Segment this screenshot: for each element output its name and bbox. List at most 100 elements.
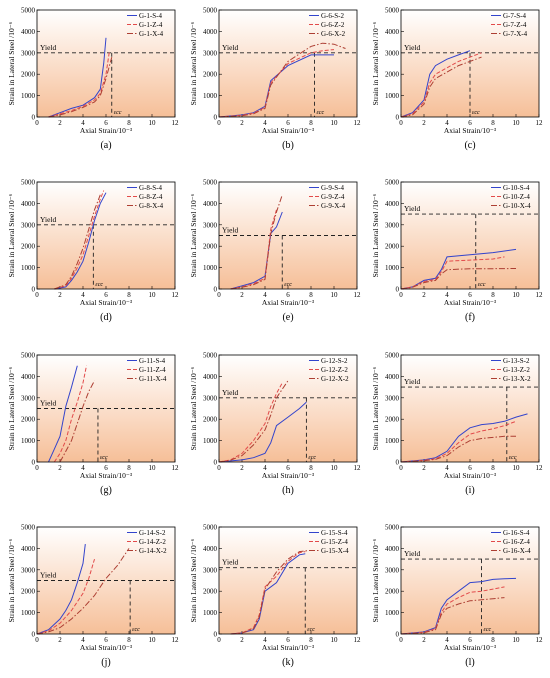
y-tick-label: 1000 — [385, 437, 400, 445]
plot-frame — [400, 354, 540, 463]
x-tick-label: 12 — [536, 464, 544, 472]
y-tick-label: 0 — [32, 286, 36, 294]
legend-label: G-7-S-4 — [503, 12, 526, 20]
y-tick-label: 5000 — [21, 524, 36, 532]
panel-caption: (d) — [100, 312, 112, 323]
chart-panel: 0 1000 2000 3000 4000 5000 0 2 4 6 8 10 12 Axial Stra… — [189, 352, 361, 497]
x-tick-label: 6 — [286, 464, 290, 472]
y-tick-label: 3000 — [21, 394, 36, 402]
y-tick-label: 2000 — [21, 416, 36, 424]
ecc-label: εcc — [100, 455, 108, 461]
yield-label: Yield — [222, 226, 238, 235]
series-line — [400, 577, 517, 635]
x-tick-label: 10 — [331, 464, 339, 472]
y-axis-label: Strain in Lateral Steel /10⁻⁶ — [371, 366, 380, 450]
legend-label: G-16-Z-4 — [503, 538, 530, 546]
chart-panel: 0 1000 2000 3000 4000 5000 0 2 4 6 8 10 12 Axial Stra… — [371, 7, 543, 152]
y-tick-label: 2000 — [21, 71, 36, 79]
x-tick-label: 2 — [240, 464, 244, 472]
y-axis-label: Strain in Lateral Steel /10⁻⁶ — [189, 366, 198, 450]
legend-label: G-8-S-4 — [139, 184, 162, 192]
plot-background — [37, 10, 175, 117]
series-line — [230, 194, 283, 290]
x-tick-label: 12 — [172, 119, 180, 127]
panel-caption: (i) — [465, 485, 474, 496]
y-tick-label: 4000 — [21, 28, 36, 36]
x-tick-label: 2 — [422, 291, 426, 299]
series-line — [230, 209, 277, 290]
x-tick-label: 12 — [172, 291, 180, 299]
ecc-label: εcc — [308, 455, 316, 461]
y-tick-label: 5000 — [385, 7, 400, 15]
legend-label: G-13-X-2 — [503, 375, 531, 383]
x-tick-label: 6 — [286, 119, 290, 127]
x-tick-label: 10 — [331, 291, 339, 299]
x-tick-label: 2 — [422, 119, 426, 127]
y-tick-label: 0 — [32, 114, 36, 122]
y-tick-label: 2000 — [385, 416, 400, 424]
y-tick-label: 0 — [214, 114, 218, 122]
x-tick-label: 10 — [513, 636, 521, 644]
y-axis-label: Strain in Lateral Steel /10⁻⁶ — [371, 538, 380, 622]
x-tick-label: 0 — [399, 291, 403, 299]
x-tick-label: 8 — [491, 636, 495, 644]
legend-label: G-10-X-4 — [503, 202, 531, 210]
y-tick-label: 4000 — [385, 373, 400, 381]
plot-frame — [218, 354, 358, 463]
y-tick-label: 3000 — [385, 394, 400, 402]
y-tick-label: 0 — [32, 459, 36, 467]
x-tick-label: 6 — [104, 119, 108, 127]
x-tick-label: 8 — [309, 291, 313, 299]
legend-label: G-16-X-4 — [503, 547, 531, 555]
plot-frame — [36, 354, 176, 463]
x-tick-label: 4 — [445, 636, 449, 644]
x-tick-label: 8 — [127, 636, 131, 644]
panel-caption: (l) — [465, 657, 474, 668]
chart-panel: 0 1000 2000 3000 4000 5000 0 2 4 6 8 10 12 Axial Stra… — [189, 179, 361, 324]
series-line — [48, 37, 107, 118]
y-axis-label: Strain in Lateral Steel /10⁻⁶ — [371, 193, 380, 277]
ecc-label: εcc — [284, 282, 292, 288]
y-tick-label: 1000 — [21, 609, 36, 617]
y-tick-label: 5000 — [385, 179, 400, 187]
y-tick-label: 3000 — [385, 49, 400, 57]
ecc-label: εcc — [95, 282, 103, 288]
x-tick-label: 6 — [468, 291, 472, 299]
y-tick-label: 5000 — [203, 179, 218, 187]
y-tick-label: 1000 — [385, 92, 400, 100]
legend-label: G-12-X-2 — [321, 375, 349, 383]
x-tick-label: 12 — [536, 636, 544, 644]
x-tick-label: 4 — [445, 119, 449, 127]
plot-frame — [400, 526, 540, 635]
yield-label: Yield — [404, 549, 420, 558]
yield-label: Yield — [222, 558, 238, 567]
ecc-label: εcc — [484, 627, 492, 633]
x-tick-label: 4 — [81, 636, 85, 644]
y-tick-label: 3000 — [21, 221, 36, 229]
y-tick-label: 2000 — [203, 243, 218, 251]
plot-background — [401, 355, 539, 462]
x-tick-label: 10 — [149, 119, 157, 127]
x-tick-label: 12 — [354, 291, 362, 299]
x-tick-label: 2 — [58, 464, 62, 472]
plot-frame — [400, 181, 540, 290]
y-tick-label: 4000 — [21, 545, 36, 553]
x-tick-label: 4 — [445, 464, 449, 472]
chart-panel: 0 1000 2000 3000 4000 5000 0 2 4 6 8 10 12 Axial Stra… — [189, 7, 361, 152]
x-tick-label: 8 — [491, 119, 495, 127]
x-axis-label: Axial Strain/10⁻³ — [80, 298, 133, 307]
series-line — [48, 50, 110, 118]
ecc-label: εcc — [307, 627, 315, 633]
x-tick-label: 2 — [240, 119, 244, 127]
x-tick-label: 12 — [536, 291, 544, 299]
x-tick-label: 0 — [35, 291, 39, 299]
y-tick-label: 2000 — [385, 588, 400, 596]
legend-label: G-8-X-4 — [139, 202, 164, 210]
ecc-label: εcc — [132, 627, 140, 633]
series-line — [400, 586, 505, 635]
y-tick-label: 0 — [214, 286, 218, 294]
y-tick-label: 4000 — [385, 28, 400, 36]
panel-caption: (h) — [282, 485, 294, 496]
y-tick-label: 5000 — [21, 352, 36, 360]
series-line — [400, 413, 528, 463]
